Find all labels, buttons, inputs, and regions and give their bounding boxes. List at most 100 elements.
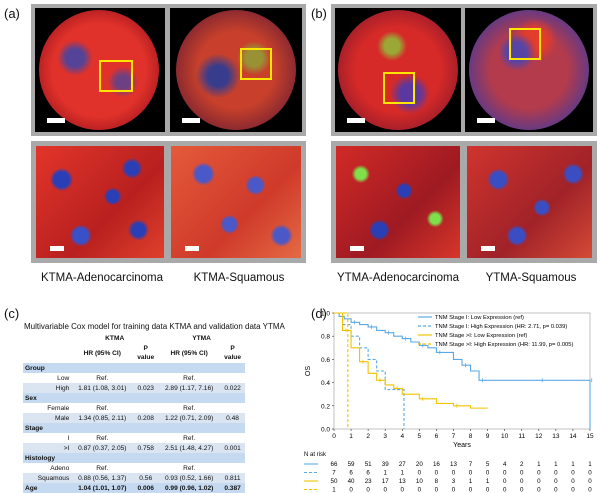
table-cell-k-p [133,423,159,433]
x-tick-label: 7 [452,433,456,440]
at-risk-count: 0 [571,478,575,485]
table-cell-y-hr: Ref. [183,404,196,412]
y-tick-label: 0.0 [321,427,330,434]
table-cell-k-p [133,433,158,443]
at-risk-count: 0 [383,487,387,493]
x-tick-label: 8 [469,433,473,440]
y-tick-label: 0.6 [321,357,330,364]
table-cell-label: High [23,383,72,393]
at-risk-count: 0 [452,470,456,477]
table-cell-k-hr: 1.81 (1.08, 3.01) [71,383,134,393]
table-cell-label: Age [23,483,72,493]
col-header: HR (95% CI) [170,349,208,357]
at-risk-count: 0 [452,487,456,493]
table-cell-y-p: 0.811 [220,473,245,483]
ytma-adeno-zoom-image [336,146,460,258]
at-risk-count: 0 [520,478,524,485]
zoom-region-box [99,60,133,92]
panel-a-label: (a) [4,6,20,21]
at-risk-count: 1 [486,478,490,485]
at-risk-count: 8 [435,478,439,485]
table-cell-label: >I [23,443,72,453]
at-risk-count: 16 [433,461,440,468]
table-cell-k-p: 0.758 [133,443,159,453]
table-cell-k-p [133,453,159,463]
ytma-squamous-core-image [465,8,593,132]
legend-label-1: TNM Stage I: High Expression (HR: 2.71, … [435,324,567,330]
at-risk-count: 0 [537,487,541,493]
col-header: HR (95% CI) [83,349,121,357]
panel-b-top-frame [331,4,597,136]
at-risk-count: 1 [537,461,541,468]
at-risk-count: 0 [503,487,507,493]
at-risk-count: 0 [537,478,541,485]
table-cell-y-p: 0.001 [220,443,245,453]
y-tick-label: 0.2 [321,403,330,410]
table-cell-y-hr [158,393,221,403]
table-cell-y-hr [158,423,221,433]
at-risk-count: 13 [399,478,406,485]
plot-frame [333,312,591,430]
scale-bar [347,118,365,123]
at-risk-count: 50 [331,478,338,485]
x-axis-label: Years [453,442,471,449]
ktma-adeno-core-image [35,8,165,132]
col-header: P value [224,345,241,361]
y-tick-label: 0.4 [321,380,330,387]
x-tick-label: 5 [418,433,422,440]
table-cell-k-p [133,463,158,473]
caption-ktma-adeno: KTMA-Adenocarcinoma [40,272,164,284]
table-row: Female Ref. Ref. [23,403,245,413]
cox-model-table: KTMA YTMA HR (95% CI) P value HR (95% CI… [23,333,245,493]
at-risk-count: 6 [366,470,370,477]
x-tick-label: 15 [586,433,594,440]
table-cell-k-p [133,363,159,373]
table-cell-label: Squamous [23,473,72,483]
at-risk-count: 1 [383,470,387,477]
caption-ytma-adeno: YTMA-Adenocarcinoma [336,272,460,284]
at-risk-count: 0 [503,478,507,485]
at-risk-count: 66 [331,461,338,468]
at-risk-count: 0 [571,487,575,493]
ytma-squamous-zoom-image [467,146,592,258]
table-cell-k-hr: Ref. [96,374,109,382]
caption-ytma-squamous: YTMA-Squamous [485,272,577,284]
table-cell-label: I [67,434,70,442]
at-risk-count: 13 [450,461,457,468]
table-cell-y-p [220,453,245,463]
table-cell-label: Group [23,363,72,373]
at-risk-count: 4 [503,461,507,468]
at-risk-count: 0 [435,487,439,493]
table-cell-label: Low [57,374,70,382]
table-cell-y-p [220,423,245,433]
km-series-line-0 [334,312,591,429]
ktma-squamous-core-image [170,8,302,132]
panel-b-bottom-frame [331,141,597,263]
table-cell-k-hr: Ref. [96,464,109,472]
at-risk-count: 0 [503,470,507,477]
table-cell-k-p [133,373,158,383]
at-risk-count: 20 [416,461,423,468]
table-cell-k-hr: 1.04 (1.01, 1.07) [71,483,134,493]
x-tick-label: 3 [383,433,387,440]
y-tick-label: 0.8 [321,334,330,341]
table-cell-y-p [220,403,245,413]
x-tick-label: 9 [486,433,490,440]
at-risk-count: 1 [401,470,405,477]
table-cell-label: Histology [23,453,72,463]
table-cell-y-p [220,373,245,383]
table-cell-y-hr [158,363,221,373]
table-row: High 1.81 (1.08, 3.01) 0.023 2.89 (1.17, 7.… [23,383,245,393]
at-risk-count: 0 [469,487,473,493]
table-cell-k-p: 0.006 [133,483,159,493]
ytma-adeno-core-image [335,8,461,132]
table-cell-y-p: 0.387 [220,483,245,493]
x-tick-label: 10 [501,433,509,440]
x-tick-label: 0 [332,433,336,440]
at-risk-count: 7 [332,470,336,477]
table-group-row: Stage [23,423,245,433]
scale-bar [185,246,199,251]
km-series-line-1 [334,312,405,429]
at-risk-count: 39 [382,461,389,468]
table-cell-k-hr [71,393,134,403]
